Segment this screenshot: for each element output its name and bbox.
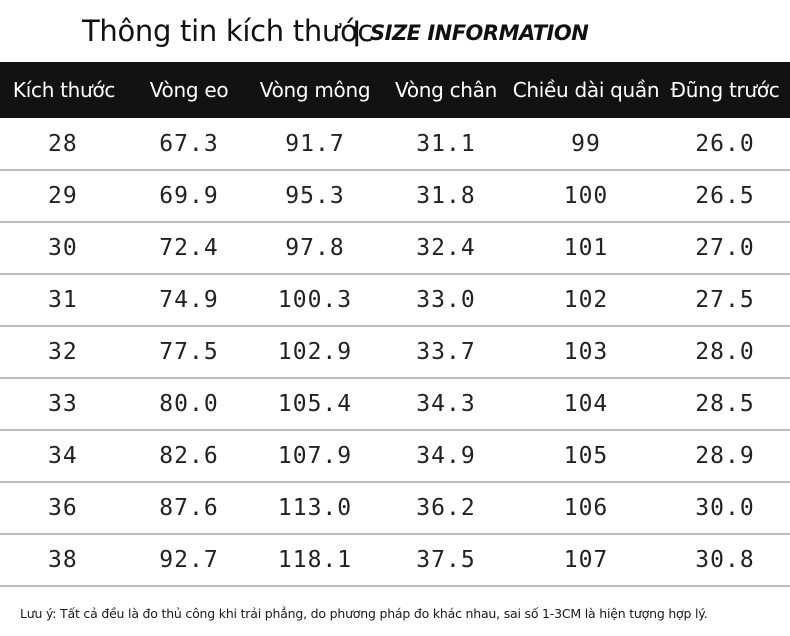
cell-waist: 77.5 (159, 339, 219, 365)
size-table-container: Kích thước Vòng eo Vòng mông Vòng chân C… (0, 62, 790, 587)
table-row: 32 77.5 102.9 33.7 103 28.0 (0, 326, 790, 378)
cell-leg-opening: 33.0 (416, 287, 476, 313)
cell-leg-opening: 31.1 (416, 130, 476, 157)
cell-waist: 87.6 (159, 495, 219, 521)
cell-size: 33 (48, 391, 78, 417)
cell-hip: 91.7 (285, 130, 345, 157)
header-row: Kích thước Vòng eo Vòng mông Vòng chân C… (0, 62, 790, 118)
column-header-front-rise: Đũng trước (670, 78, 780, 102)
cell-waist: 82.6 (159, 443, 219, 469)
cell-waist: 72.4 (159, 235, 219, 261)
cell-length: 103 (563, 339, 609, 365)
cell-size: 32 (48, 339, 78, 365)
size-table: Kích thước Vòng eo Vòng mông Vòng chân C… (0, 62, 790, 587)
table-row: 34 82.6 107.9 34.9 105 28.9 (0, 430, 790, 482)
table-row: 31 74.9 100.3 33.0 102 27.5 (0, 274, 790, 326)
cell-leg-opening: 32.4 (416, 235, 476, 261)
table-row: 30 72.4 97.8 32.4 101 27.0 (0, 222, 790, 274)
cell-hip: 113.0 (277, 495, 353, 521)
table-row: 29 69.9 95.3 31.8 100 26.5 (0, 170, 790, 222)
cell-waist: 67.3 (159, 130, 219, 157)
cell-leg-opening: 34.3 (416, 391, 476, 417)
cell-length: 105 (563, 443, 609, 469)
cell-leg-opening: 34.9 (416, 443, 476, 469)
cell-hip: 100.3 (277, 287, 353, 313)
cell-front-rise: 27.5 (695, 287, 755, 313)
cell-front-rise: 27.0 (695, 235, 755, 261)
cell-length: 104 (563, 391, 609, 417)
cell-length: 107 (563, 547, 609, 573)
title-separator: | (352, 17, 362, 47)
cell-size: 36 (48, 495, 78, 521)
column-header-waist: Vòng eo (149, 78, 229, 102)
cell-length: 106 (563, 495, 609, 521)
title-bar: Thông tin kích thước | SIZE INFORMATION (0, 0, 790, 62)
cell-hip: 102.9 (277, 339, 353, 365)
column-header-size: Kích thước (12, 78, 116, 102)
cell-hip: 95.3 (285, 183, 345, 209)
cell-leg-opening: 37.5 (416, 547, 476, 573)
cell-length: 100 (563, 183, 609, 209)
cell-front-rise: 28.5 (695, 391, 755, 417)
cell-size: 34 (48, 443, 78, 469)
cell-length: 101 (563, 235, 609, 261)
cell-waist: 69.9 (159, 183, 219, 209)
cell-size: 30 (48, 235, 78, 261)
cell-hip: 97.8 (285, 235, 345, 261)
column-header-length: Chiều dài quần (512, 78, 660, 102)
cell-hip: 105.4 (277, 391, 353, 417)
cell-front-rise: 26.5 (695, 183, 755, 209)
table-body: 28 67.3 91.7 31.1 99 26.0 29 69.9 95.3 31.8 100 26.… (0, 118, 790, 586)
page-subtitle: SIZE INFORMATION (370, 21, 589, 45)
table-header: Kích thước Vòng eo Vòng mông Vòng chân C… (0, 62, 790, 118)
cell-length: 99 (571, 130, 601, 157)
cell-waist: 80.0 (159, 391, 219, 417)
table-row: 38 92.7 118.1 37.5 107 30.8 (0, 534, 790, 586)
table-row: 36 87.6 113.0 36.2 106 30.0 (0, 482, 790, 534)
cell-leg-opening: 31.8 (416, 183, 476, 209)
cell-size: 31 (48, 287, 78, 313)
table-row: 28 67.3 91.7 31.1 99 26.0 (0, 118, 790, 170)
cell-hip: 118.1 (277, 547, 353, 573)
cell-size: 38 (48, 547, 78, 573)
cell-hip: 107.9 (277, 443, 353, 469)
column-header-leg-opening: Vòng chân (395, 78, 497, 102)
measurement-note: Lưu ý: Tất cả đều là đo thủ công khi trả… (20, 606, 708, 621)
cell-front-rise: 28.9 (695, 443, 755, 469)
cell-length: 102 (563, 287, 609, 313)
column-header-hip: Vòng mông (259, 78, 371, 102)
cell-leg-opening: 36.2 (416, 495, 476, 521)
cell-size: 28 (48, 130, 78, 157)
cell-front-rise: 28.0 (695, 339, 755, 365)
cell-front-rise: 30.0 (695, 495, 755, 521)
page-title: Thông tin kích thước (82, 14, 374, 48)
cell-front-rise: 30.8 (695, 547, 755, 573)
cell-leg-opening: 33.7 (416, 339, 476, 365)
cell-size: 29 (48, 183, 78, 209)
cell-front-rise: 26.0 (695, 130, 755, 157)
table-row: 33 80.0 105.4 34.3 104 28.5 (0, 378, 790, 430)
cell-waist: 74.9 (159, 287, 219, 313)
cell-waist: 92.7 (159, 547, 219, 573)
